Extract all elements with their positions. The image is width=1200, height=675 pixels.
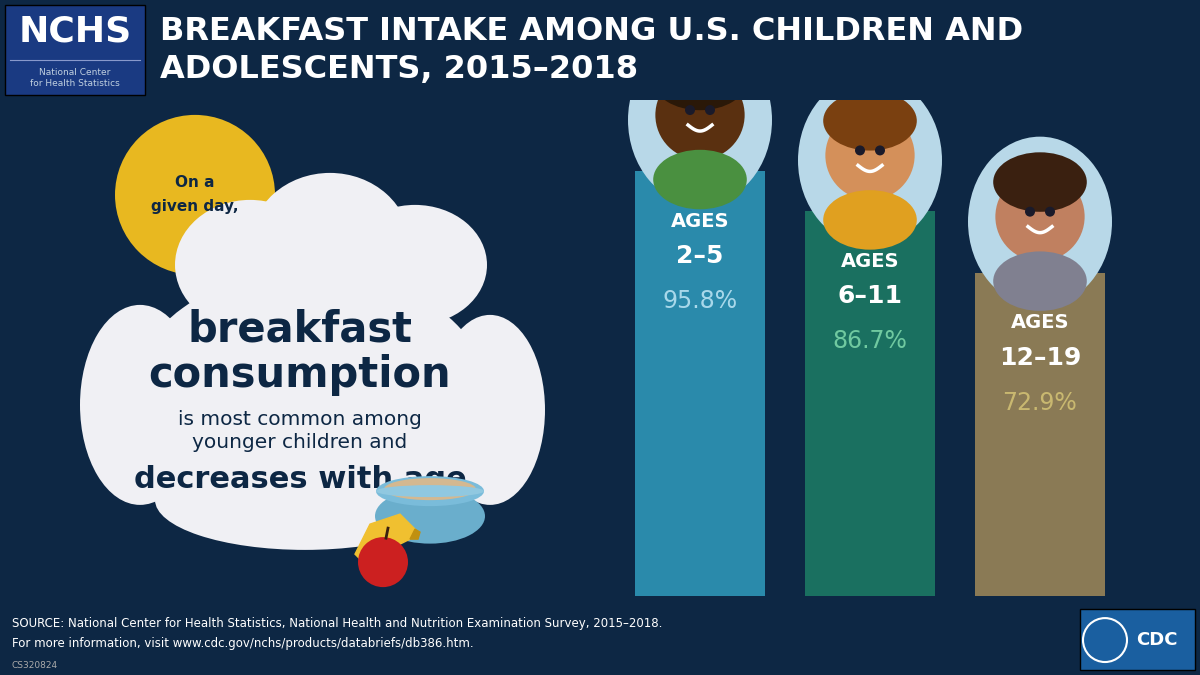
Ellipse shape [130,270,490,530]
Ellipse shape [384,478,476,500]
Text: SOURCE: National Center for Health Statistics, National Health and Nutrition Exa: SOURCE: National Center for Health Stati… [12,616,662,630]
Text: 72.9%: 72.9% [1003,391,1078,414]
Circle shape [685,105,695,115]
Polygon shape [410,529,420,539]
Ellipse shape [994,251,1087,311]
Text: breakfast: breakfast [187,309,413,351]
Text: 6–11: 6–11 [838,284,902,308]
Circle shape [826,111,914,200]
Ellipse shape [823,190,917,250]
Polygon shape [355,514,415,564]
Circle shape [706,105,715,115]
Text: given day,: given day, [151,199,239,215]
Text: National Center
for Health Statistics: National Center for Health Statistics [30,68,120,88]
Ellipse shape [80,305,200,505]
Text: decreases with age: decreases with age [133,465,467,494]
Text: 12–19: 12–19 [998,346,1081,370]
Ellipse shape [376,476,484,506]
Ellipse shape [994,153,1087,212]
Ellipse shape [376,485,484,497]
Text: younger children and: younger children and [192,433,408,452]
Circle shape [854,145,865,155]
Text: 86.7%: 86.7% [833,329,907,354]
Ellipse shape [968,136,1112,306]
Text: 2–5: 2–5 [677,244,724,268]
Circle shape [995,172,1085,261]
FancyBboxPatch shape [805,211,935,596]
FancyBboxPatch shape [635,171,766,596]
Ellipse shape [823,91,917,151]
Text: AGES: AGES [1010,313,1069,332]
Ellipse shape [653,51,746,110]
Circle shape [358,537,408,587]
Text: CS320824: CS320824 [12,661,58,670]
Ellipse shape [798,76,942,246]
Ellipse shape [374,489,485,543]
Ellipse shape [250,173,410,317]
Text: 95.8%: 95.8% [662,289,738,313]
Circle shape [1045,207,1055,217]
Text: NCHS: NCHS [18,15,132,49]
FancyBboxPatch shape [5,5,145,95]
Circle shape [1025,207,1034,217]
Ellipse shape [653,150,746,209]
Ellipse shape [155,450,455,550]
FancyBboxPatch shape [974,273,1105,596]
Text: consumption: consumption [149,354,451,396]
FancyBboxPatch shape [1080,609,1195,670]
Ellipse shape [175,200,325,330]
Text: CDC: CDC [1136,631,1177,649]
Text: AGES: AGES [671,211,730,231]
Circle shape [655,70,745,160]
Circle shape [115,115,275,275]
Text: ADOLESCENTS, 2015–2018: ADOLESCENTS, 2015–2018 [160,55,638,86]
Ellipse shape [628,35,772,205]
Text: BREAKFAST INTAKE AMONG U.S. CHILDREN AND: BREAKFAST INTAKE AMONG U.S. CHILDREN AND [160,16,1024,47]
Ellipse shape [436,315,545,505]
Text: For more information, visit www.cdc.gov/nchs/products/databriefs/db386.htm.: For more information, visit www.cdc.gov/… [12,637,474,649]
Text: On a: On a [175,176,215,190]
Text: AGES: AGES [841,252,899,271]
Circle shape [875,145,886,155]
Ellipse shape [343,205,487,325]
Text: is most common among: is most common among [178,410,422,429]
